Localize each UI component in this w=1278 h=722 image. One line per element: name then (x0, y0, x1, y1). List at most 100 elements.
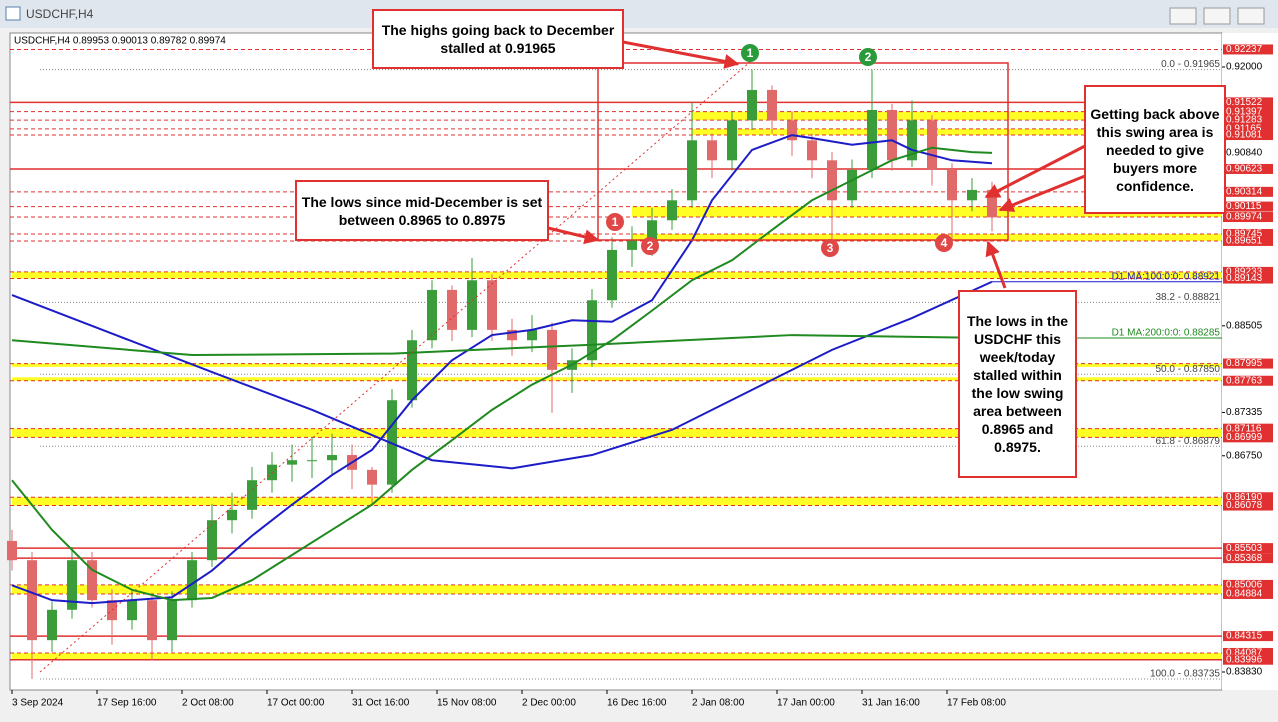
level-label: 0.85006 (1226, 580, 1263, 591)
level-label-box (1223, 235, 1273, 246)
level-label-box (1223, 358, 1273, 369)
level-label: 0.83996 (1226, 654, 1263, 665)
moving-average (11, 146, 993, 602)
candle-body (667, 200, 677, 221)
candle-body (967, 189, 977, 201)
candle-body (227, 509, 237, 521)
window-title: USDCHF,H4 (26, 7, 94, 21)
fib-label: 38.2 - 0.88821 (1156, 292, 1221, 303)
candle-body (367, 469, 377, 485)
level-label-box (1223, 500, 1273, 511)
candle-body (987, 189, 997, 218)
support-zone (632, 233, 1222, 241)
level-label-box (1223, 432, 1273, 443)
level-label: 0.84087 (1226, 648, 1263, 659)
support-zone (692, 111, 1222, 121)
level-label-box (1223, 375, 1273, 386)
level-label-box (1223, 647, 1273, 658)
swing-marker (606, 213, 624, 231)
level-label: 0.85368 (1226, 553, 1263, 564)
candle-body (207, 520, 217, 561)
fib-label: 0.0 - 0.91965 (1161, 59, 1220, 70)
close-button[interactable] (1237, 7, 1265, 25)
swing-marker (641, 237, 659, 255)
arrow (998, 174, 1086, 212)
minimize-button[interactable] (1169, 7, 1197, 25)
candle-body (487, 280, 497, 330)
candle-body (107, 600, 117, 621)
level-label-box (1223, 123, 1273, 134)
candle-body (47, 609, 57, 641)
level-label-box (1223, 654, 1273, 665)
y-tick-label: 0.90840 (1226, 148, 1263, 159)
arrow (984, 144, 1086, 199)
level-label: 0.89745 (1226, 229, 1263, 240)
support-zone (632, 206, 1222, 218)
level-label-box (1223, 163, 1273, 174)
candle-body (607, 249, 617, 301)
annotation: Getting back above this swing area is ne… (1084, 85, 1226, 214)
swing-box (597, 62, 1009, 241)
level-label: 0.86078 (1226, 500, 1263, 511)
swing-marker-label: 3 (827, 241, 834, 255)
legend-entry: D1 MA:100:0:0: 0.88921 (1112, 271, 1221, 282)
level-label: 0.87763 (1226, 375, 1263, 386)
chart-layer: 0.0 - 0.91965 38.2 - 0.88821 50.0 - 0.8785… (7, 48, 1222, 680)
candle-body (527, 329, 537, 341)
candle-body (427, 289, 437, 341)
arrow (985, 240, 1007, 289)
moving-average (11, 334, 993, 357)
candle-body (687, 140, 697, 201)
level-label: 0.87116 (1226, 423, 1262, 434)
candle-body (247, 480, 257, 510)
level-label-box (1223, 97, 1273, 108)
candle-body (167, 600, 177, 641)
candle-body (147, 600, 157, 641)
x-tick-label: 17 Jan 00:00 (777, 698, 835, 709)
swing-marker-label: 2 (865, 50, 872, 64)
candle-body (127, 600, 137, 621)
x-tick-label: 17 Feb 08:00 (947, 698, 1006, 709)
candle-body (547, 329, 557, 370)
annotation: The highs going back to December stalled… (372, 9, 624, 69)
level-label: 0.92237 (1226, 44, 1263, 55)
title-bar (0, 0, 1278, 28)
level-label: 0.84315 (1226, 631, 1263, 642)
x-tick-label: 17 Oct 00:00 (267, 698, 325, 709)
support-zone (12, 363, 1222, 367)
moving-average (11, 280, 993, 470)
level-label-box (1223, 631, 1273, 642)
x-tick-label: 31 Jan 16:00 (862, 698, 920, 709)
candle-body (947, 169, 957, 201)
candle-body (507, 329, 517, 341)
candle-body (707, 140, 717, 161)
candle-body (187, 560, 197, 601)
x-tick-label: 17 Sep 16:00 (97, 698, 157, 709)
candle-body (67, 560, 77, 610)
level-label: 0.91165 (1226, 123, 1262, 134)
candle-body (27, 560, 37, 641)
candle-body (287, 460, 297, 465)
swing-marker-label: 2 (647, 239, 654, 253)
level-label-box (1223, 588, 1273, 599)
level-label-box (1223, 266, 1273, 277)
level-label-box (1223, 130, 1273, 141)
support-zone (12, 377, 1222, 381)
level-label: 0.89233 (1226, 267, 1263, 278)
level-label: 0.85503 (1226, 543, 1263, 554)
fib-label: 50.0 - 0.87850 (1156, 364, 1221, 375)
maximize-button[interactable] (1203, 7, 1231, 25)
y-tick-label: 0.92000 (1226, 62, 1263, 73)
candle-body (307, 460, 317, 462)
level-label: 0.91397 (1226, 106, 1263, 117)
candle-body (587, 300, 597, 361)
annotation: The lows since mid-December is set betwe… (295, 180, 549, 241)
support-zone (12, 652, 1222, 660)
level-label-box (1223, 44, 1273, 55)
candle-body (847, 169, 857, 201)
y-tick-label: 0.88505 (1226, 320, 1263, 331)
fib-label: 61.8 - 0.86879 (1156, 436, 1221, 447)
candle-body (867, 109, 877, 170)
legend-entry: D1 MA:200:0:0: 0.88285 (1112, 328, 1221, 339)
level-label-box (1223, 553, 1273, 564)
